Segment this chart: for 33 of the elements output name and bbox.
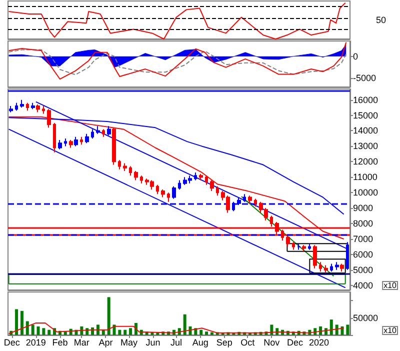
text: 50 xyxy=(376,15,386,25)
y-tick-label: 9000 xyxy=(353,203,374,214)
y-tick-label: 7000 xyxy=(353,234,374,244)
x-tick-label: Oct xyxy=(240,338,256,348)
y-tick-label: 4000 xyxy=(353,280,374,290)
x-tick-label: Sep xyxy=(216,338,232,348)
x-tick-label: Jun xyxy=(146,338,160,348)
x-tick-label: Nov xyxy=(264,338,280,348)
x-tick-label: May xyxy=(120,338,138,348)
text: x10 xyxy=(384,281,398,290)
y-tick-label: 13000 xyxy=(353,141,378,152)
y-tick-label: -5000 xyxy=(353,73,376,84)
x-tick-label: Dec xyxy=(286,338,304,348)
y-tick-label: 8000 xyxy=(353,218,374,229)
y-tick-label: 0 xyxy=(353,51,358,62)
y-tick-label: 5000 xyxy=(353,264,374,275)
y-tick-label: 50000 xyxy=(353,312,378,323)
y-tick-label: 10000 xyxy=(353,188,378,198)
x-tick-label: 2020 xyxy=(308,338,329,348)
x-tick-label: Dec xyxy=(4,338,20,348)
x-tick-label: Feb xyxy=(52,338,68,348)
x-tick-label: 2019 xyxy=(26,338,46,348)
y-tick-label: 11000 xyxy=(353,172,378,182)
y-tick-label: 6000 xyxy=(353,249,374,260)
x-tick-label: Jul xyxy=(170,338,182,348)
y-tick-label: 16000 xyxy=(353,94,378,105)
text: x10 xyxy=(384,326,398,335)
y-tick-label: 12000 xyxy=(353,156,378,167)
y-tick-label: 14000 xyxy=(353,126,378,136)
x-tick-label: Apr xyxy=(98,338,113,348)
x-tick-label: Aug xyxy=(192,338,208,348)
x-tick-label: Mar xyxy=(74,338,90,348)
y-tick-label: 15000 xyxy=(353,110,378,120)
